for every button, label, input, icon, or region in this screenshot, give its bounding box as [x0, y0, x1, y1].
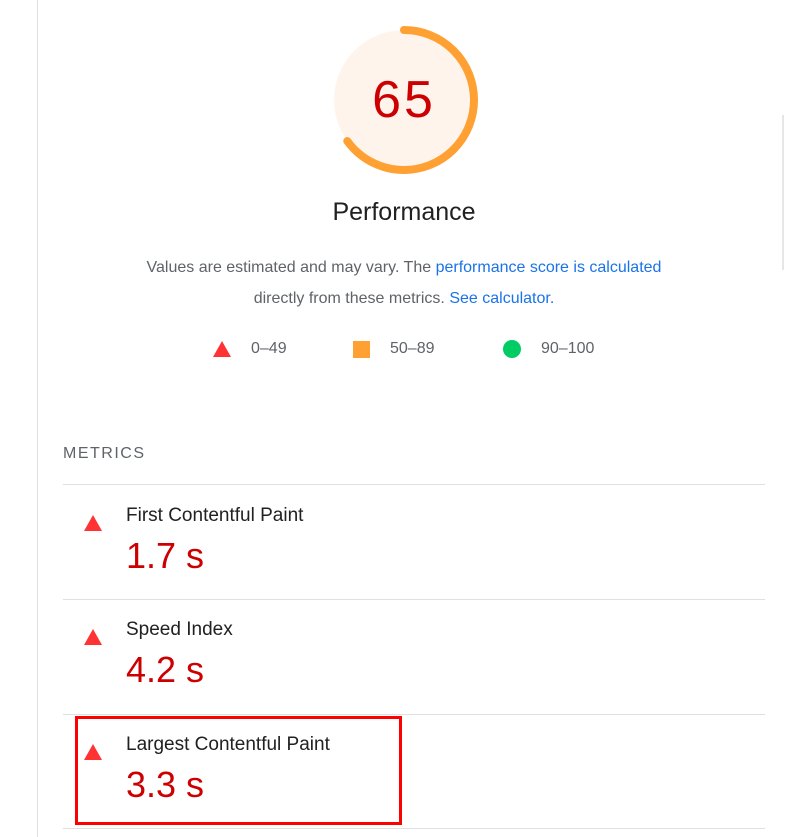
metric-label: Largest Contentful Paint [126, 734, 330, 755]
legend-average: 50–89 [353, 340, 435, 358]
divider [63, 484, 765, 485]
metric-value: 1.7 s [126, 535, 205, 576]
legend-label: 0–49 [251, 340, 287, 357]
legend-pass: 90–100 [503, 340, 594, 358]
metric-label: First Contentful Paint [126, 505, 304, 526]
panel-left-border [37, 0, 38, 837]
score-calculated-link[interactable]: performance score is calculated [435, 259, 662, 276]
divider [63, 714, 765, 715]
gauge-arc [330, 26, 478, 174]
divider [63, 828, 765, 829]
red-triangle-icon [84, 744, 102, 760]
score-description: Values are estimated and may vary. The p… [0, 252, 800, 314]
divider [63, 599, 765, 600]
score-value: 65 [372, 71, 436, 129]
score-gauge [330, 26, 478, 174]
highlight-box [75, 716, 402, 825]
legend-label: 90–100 [541, 340, 595, 357]
red-triangle-icon [213, 341, 231, 357]
desc-text: Values are estimated and may vary. The [146, 259, 436, 276]
metric-value: 4.2 s [126, 649, 205, 690]
scrollbar[interactable] [782, 115, 784, 270]
orange-square-icon [353, 340, 370, 358]
red-triangle-icon [84, 629, 102, 645]
gauge-background [334, 30, 474, 170]
red-triangle-icon [84, 515, 102, 531]
metric-value: 3.3 s [126, 764, 205, 805]
metrics-heading: METRICS [63, 445, 146, 462]
legend-fail: 0–49 [213, 340, 287, 358]
green-circle-icon [503, 340, 521, 358]
category-title: Performance [332, 198, 476, 226]
see-calculator-link[interactable]: See calculator. [449, 290, 555, 307]
metric-label: Speed Index [126, 619, 233, 640]
desc-text-2: directly from these metrics. [253, 290, 450, 307]
legend-label: 50–89 [390, 340, 435, 357]
